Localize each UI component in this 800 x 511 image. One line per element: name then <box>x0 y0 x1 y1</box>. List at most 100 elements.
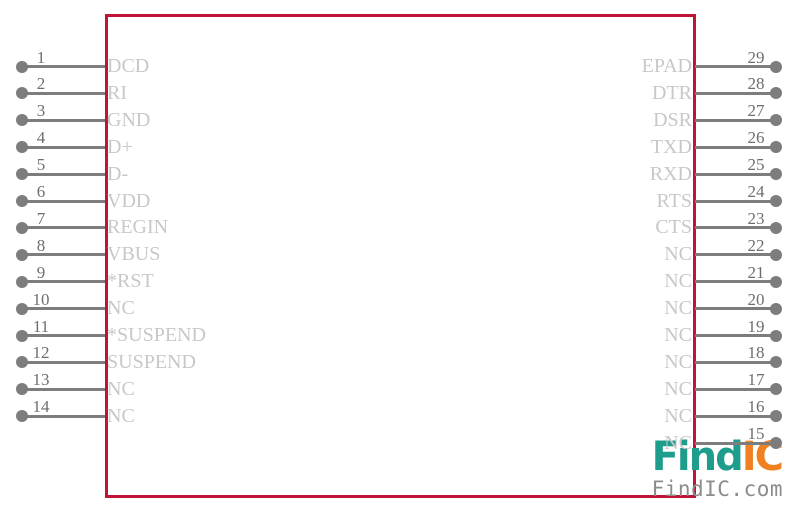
pin-terminal <box>16 221 28 234</box>
pin-number: 24 <box>747 182 765 201</box>
pin-line <box>695 226 771 230</box>
pin-line <box>22 226 105 230</box>
pin-line <box>22 91 105 95</box>
pin-line <box>695 414 771 418</box>
pin-line <box>22 280 105 284</box>
pin-label: NC <box>664 431 692 454</box>
pin-label: NC <box>664 324 692 346</box>
pin-line <box>695 118 771 122</box>
pin-label: RXD <box>649 162 692 185</box>
pin-line <box>22 65 105 68</box>
pin-label: TXD <box>650 135 692 158</box>
pin-terminal <box>770 195 782 207</box>
pin-number: 8 <box>36 235 46 255</box>
pin-number: 17 <box>747 370 765 390</box>
pin-number: 25 <box>747 155 765 175</box>
pin-terminal <box>770 248 782 261</box>
pin-terminal <box>770 356 782 369</box>
pin-line <box>22 334 105 337</box>
pin-number: 21 <box>747 262 765 282</box>
pin-number: 10 <box>32 289 50 309</box>
pin-label: RTS <box>656 189 692 212</box>
pin-line <box>22 307 105 311</box>
pin-number: 7 <box>36 208 46 228</box>
pin-number: 29 <box>747 47 765 67</box>
pin-terminal <box>16 114 28 127</box>
pin-terminal <box>16 329 28 342</box>
pin-label: NC <box>664 377 692 400</box>
pin-number: 11 <box>32 316 50 336</box>
pin-label: REGIN <box>107 216 169 239</box>
pin-label: NC <box>664 350 692 373</box>
pin-label: DSR <box>653 108 692 131</box>
pin-line <box>695 172 771 176</box>
pin-number: 23 <box>747 208 765 228</box>
pin-label: NC <box>664 243 692 266</box>
ic-body-outline <box>105 14 696 498</box>
pin-line <box>695 65 771 68</box>
pin-line <box>22 118 105 122</box>
pin-terminal <box>770 437 782 450</box>
pin-label: VBUS <box>107 243 161 266</box>
pin-label: SUSPEND <box>107 350 196 373</box>
pin-terminal <box>16 248 28 261</box>
pin-number: 27 <box>747 101 765 121</box>
pin-number: 16 <box>747 397 765 417</box>
pin-line <box>22 253 105 257</box>
pin-number: 3 <box>36 101 46 121</box>
pin-number: 18 <box>747 343 765 363</box>
pin-label: *SUSPEND <box>107 324 206 346</box>
pin-number: 9 <box>36 262 46 282</box>
pin-terminal <box>16 195 28 207</box>
pin-terminal <box>770 87 782 100</box>
pin-line <box>22 360 105 364</box>
pin-label: NC <box>664 404 692 427</box>
pin-label: GND <box>107 108 151 131</box>
pin-label: NC <box>664 270 692 293</box>
pin-terminal <box>16 302 28 315</box>
pin-label: *RST <box>107 270 154 293</box>
pin-terminal <box>16 356 28 369</box>
pin-label: D- <box>107 162 129 185</box>
pin-terminal <box>16 275 28 288</box>
pin-label: CTS <box>655 216 692 239</box>
pin-label: NC <box>107 377 135 400</box>
pin-label: DTR <box>652 81 692 104</box>
pin-line <box>695 387 771 391</box>
pin-line <box>695 307 771 311</box>
pin-label: NC <box>107 297 135 320</box>
pin-number: 26 <box>747 128 765 148</box>
findic-domain-text: FindIC.com <box>651 477 783 501</box>
pin-terminal <box>16 383 28 396</box>
pin-number: 6 <box>36 182 46 201</box>
pin-number: 14 <box>32 397 50 417</box>
pin-number: 15 <box>747 424 765 444</box>
pin-label: NC <box>664 297 692 320</box>
pin-number: 5 <box>36 155 46 175</box>
pin-terminal <box>770 168 782 181</box>
pin-line <box>22 387 105 391</box>
pin-number: 2 <box>36 74 46 94</box>
pin-terminal <box>770 329 782 342</box>
pin-terminal <box>770 383 782 396</box>
pin-terminal <box>770 221 782 234</box>
pin-terminal <box>16 60 28 73</box>
pin-terminal <box>16 87 28 100</box>
pin-number: 4 <box>36 128 46 148</box>
pin-line <box>22 199 105 203</box>
pin-number: 19 <box>747 316 765 336</box>
pin-label: VDD <box>107 189 151 212</box>
pin-line <box>695 441 771 445</box>
pin-label: NC <box>107 404 135 427</box>
pin-number: 28 <box>747 74 765 94</box>
pin-terminal <box>770 60 782 73</box>
pin-terminal <box>770 141 782 154</box>
pin-label: DCD <box>107 55 150 77</box>
pin-label: D+ <box>107 135 133 158</box>
pin-label: RI <box>107 81 127 104</box>
pin-number: 1 <box>36 47 46 67</box>
pin-line <box>695 145 771 149</box>
pin-terminal <box>16 141 28 154</box>
pin-terminal <box>770 410 782 423</box>
